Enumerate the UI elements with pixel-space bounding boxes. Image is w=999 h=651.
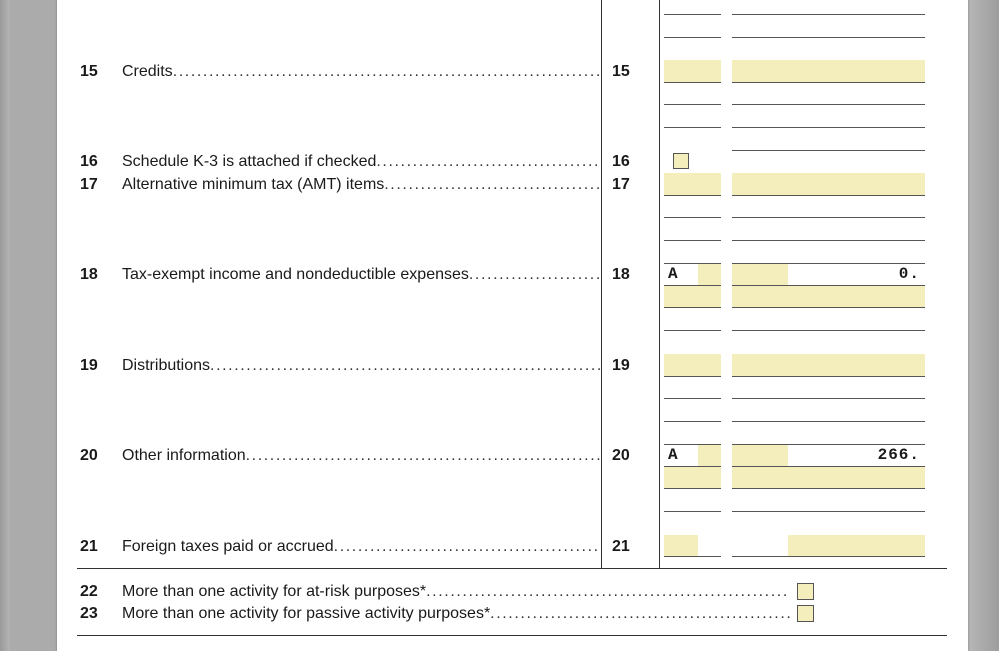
entry-line (664, 263, 721, 264)
amount-value-18[interactable]: 0. (898, 265, 920, 283)
line-label-17: Alternative minimum tax (AMT) items.....… (122, 176, 600, 193)
entry-line (664, 511, 721, 512)
viewer-scrollbar-track[interactable] (968, 0, 999, 651)
column-divider (601, 0, 602, 568)
line-label-23: More than one activity for passive activ… (122, 605, 790, 622)
entry-line (664, 466, 721, 467)
line-number-20: 20 (80, 447, 98, 464)
line-number-22: 22 (80, 583, 98, 600)
entry-line (788, 285, 925, 286)
code-field-20b[interactable] (664, 467, 721, 489)
code-value-18[interactable]: A (668, 265, 679, 283)
entry-line (732, 14, 925, 15)
code-field-20-highlight (698, 445, 721, 467)
line-label-18: Tax-exempt income and nondeductible expe… (122, 266, 600, 283)
line-label-16: Schedule K-3 is attached if checked.....… (122, 153, 600, 170)
at-risk-checkbox[interactable] (797, 583, 814, 600)
code-field-19[interactable] (664, 354, 721, 377)
entry-line (664, 444, 721, 445)
amount-field-20b[interactable] (732, 467, 925, 489)
line-label-22: More than one activity for at-risk purpo… (122, 583, 790, 600)
box-number-18: 18 (612, 266, 630, 283)
amount-field-21[interactable] (788, 535, 925, 557)
entry-line (732, 37, 925, 38)
box-number-21: 21 (612, 538, 630, 555)
amount-field-19[interactable] (732, 354, 925, 377)
box-number-16: 16 (612, 153, 630, 170)
line-number-18: 18 (80, 266, 98, 283)
entry-line (664, 398, 721, 399)
code-field-17[interactable] (664, 173, 721, 196)
entry-line (664, 104, 721, 105)
entry-line (732, 240, 925, 241)
entry-line (732, 217, 925, 218)
entry-line (732, 127, 925, 128)
line-label-15: Credits.................................… (122, 63, 600, 80)
entry-line (732, 444, 925, 445)
entry-line (664, 217, 721, 218)
schedule-k3-checkbox[interactable] (673, 153, 689, 169)
entry-line (732, 263, 925, 264)
line-number-17: 17 (80, 176, 98, 193)
amount-field-20-highlight (732, 445, 788, 467)
entry-line (664, 127, 721, 128)
entry-line (732, 398, 925, 399)
entry-line (732, 511, 925, 512)
amount-value-20[interactable]: 266. (877, 446, 920, 464)
box-number-19: 19 (612, 357, 630, 374)
line-number-19: 19 (80, 357, 98, 374)
box-number-15: 15 (612, 63, 630, 80)
code-field-18-highlight (698, 264, 721, 286)
amount-field-17[interactable] (732, 173, 925, 196)
amount-field-15[interactable] (732, 60, 925, 83)
entry-line (732, 556, 788, 557)
entry-line (732, 104, 925, 105)
line-label-21: Foreign taxes paid or accrued...........… (122, 538, 600, 555)
line-label-19: Distributions...........................… (122, 357, 600, 374)
code-field-15[interactable] (664, 60, 721, 83)
line-number-23: 23 (80, 605, 98, 622)
entry-line (664, 285, 721, 286)
line-number-15: 15 (80, 63, 98, 80)
entry-line (664, 14, 721, 15)
entry-line (732, 421, 925, 422)
column-divider (659, 0, 660, 568)
entry-line (664, 421, 721, 422)
code-field-21[interactable] (664, 535, 698, 557)
section-rule (77, 568, 947, 569)
entry-line (664, 330, 721, 331)
viewer-background-left (0, 0, 10, 651)
entry-line (732, 150, 925, 151)
amount-field-18-highlight (732, 264, 788, 286)
passive-activity-checkbox[interactable] (797, 605, 814, 622)
entry-line (732, 330, 925, 331)
line-label-20: Other information.......................… (122, 447, 600, 464)
code-field-18b[interactable] (664, 286, 721, 308)
entry-line (698, 556, 721, 557)
form-page: 15 Credits..............................… (57, 0, 968, 651)
section-rule (77, 635, 947, 636)
entry-line (664, 37, 721, 38)
code-value-20[interactable]: A (668, 446, 679, 464)
amount-field-18b[interactable] (732, 286, 925, 308)
box-number-20: 20 (612, 447, 630, 464)
line-number-21: 21 (80, 538, 98, 555)
box-number-17: 17 (612, 176, 630, 193)
line-number-16: 16 (80, 153, 98, 170)
entry-line (788, 466, 925, 467)
entry-line (664, 240, 721, 241)
